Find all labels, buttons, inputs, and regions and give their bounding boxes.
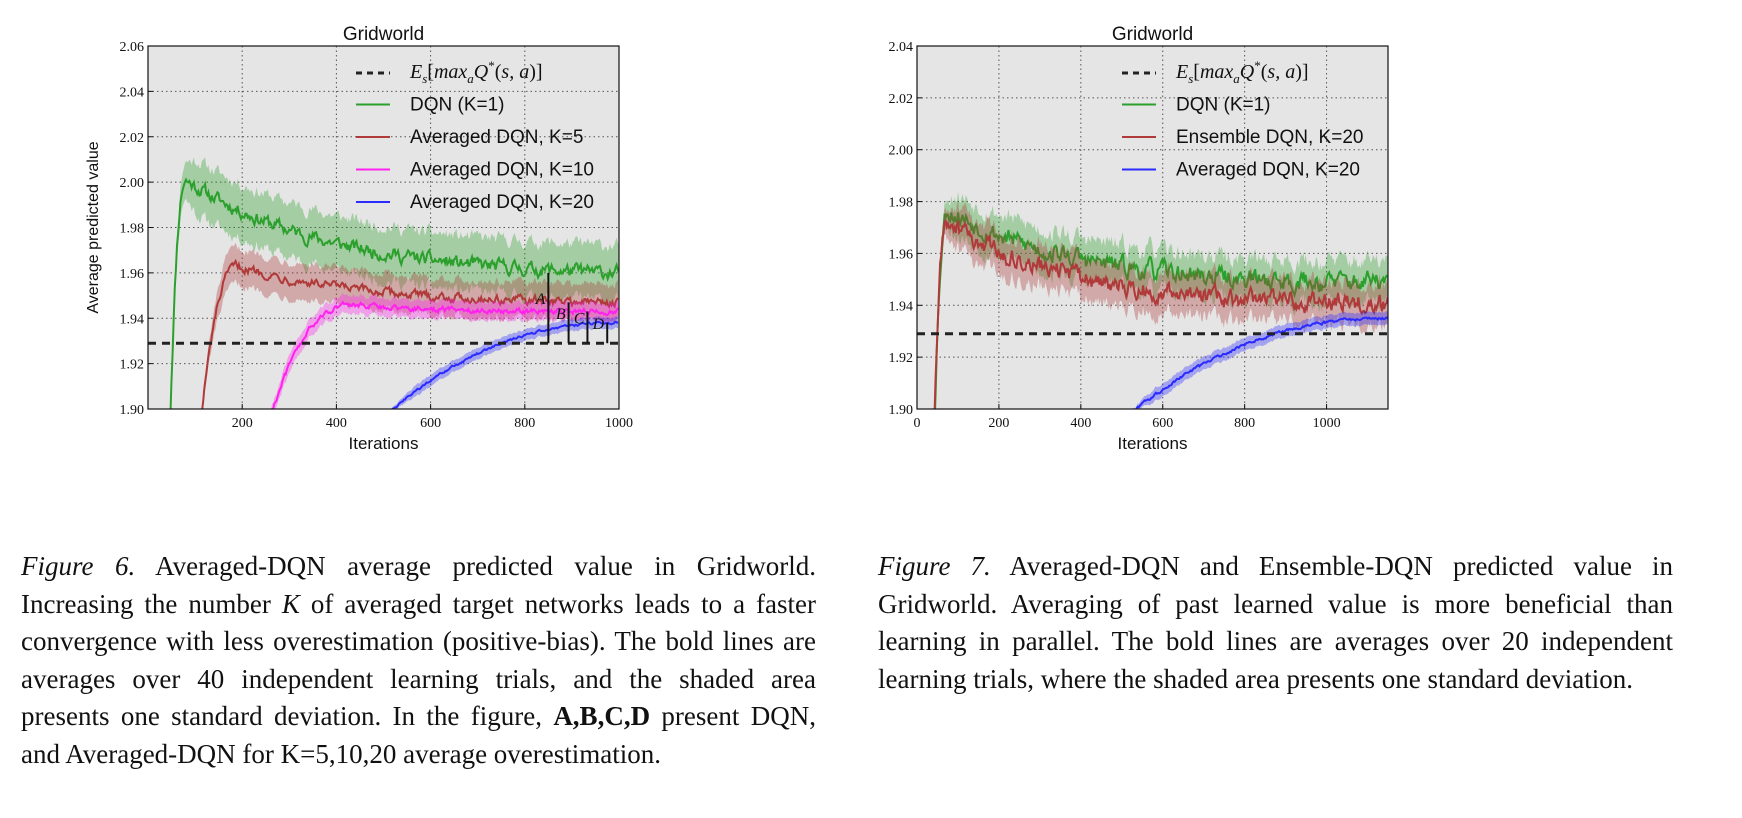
caption-6-part1: Averaged-DQN average predicted value in … — [21, 551, 816, 619]
caption-7-body: Averaged-DQN and Ensemble-DQN predicted … — [878, 551, 1674, 694]
figure-6-chart: A B C D 200 400 600 800 1000 1.90 1.92 1.94 1.96 1.98… — [0, 0, 871, 480]
legend-label: Averaged DQN, K=20 — [410, 192, 594, 213]
x-axis-label: Iterations — [349, 434, 419, 453]
series-line — [271, 300, 619, 409]
figure-6-label: Figure 6. — [21, 551, 136, 581]
legend-label: Averaged DQN, K=5 — [410, 127, 583, 148]
annotation-label: A — [535, 291, 546, 308]
caption-6-part2: of averaged target networks leads to a f… — [21, 588, 817, 732]
figure-6-caption: Figure 6. Averaged-DQN average predicted… — [21, 548, 816, 773]
c7-plot-bg — [917, 46, 1388, 409]
legend-label: DQN (K=1) — [1176, 95, 1271, 116]
chart-title: Gridworld — [1112, 24, 1193, 45]
x-tick-label: 800 — [1234, 416, 1255, 431]
y-tick-label: 1.96 — [889, 247, 914, 262]
y-tick-label: 1.92 — [120, 358, 145, 373]
series-line — [1132, 316, 1388, 409]
x-axis-label: Iterations — [1118, 434, 1188, 453]
y-tick-label: 2.04 — [120, 85, 145, 100]
x-tick-label: 400 — [1070, 416, 1091, 431]
annotation-label: B — [556, 306, 566, 323]
c7-legend: Es[maxaQ*(s, a)] DQN (K=1) Ensemble DQN, K… — [1122, 58, 1363, 181]
legend-label: Averaged DQN, K=20 — [1176, 160, 1360, 181]
y-tick-label: 2.04 — [889, 40, 914, 55]
legend-label: Ensemble DQN, K=20 — [1176, 127, 1363, 148]
legend-label-baseline: Es[maxaQ*(s, a)] — [1175, 58, 1309, 86]
y-tick-label: 2.00 — [120, 176, 145, 191]
y-tick-label: 1.98 — [889, 196, 914, 211]
y-tick-label: 2.06 — [120, 40, 145, 55]
y-tick-label: 2.00 — [889, 144, 914, 159]
caption-6-k: K — [281, 588, 300, 619]
c7-plot-area — [933, 191, 1388, 409]
chart-title: Gridworld — [343, 24, 424, 45]
y-tick-label: 1.92 — [889, 351, 914, 366]
legend-label: DQN (K=1) — [410, 95, 505, 116]
x-tick-label: 600 — [420, 416, 441, 431]
x-tick-label: 0 — [914, 416, 921, 431]
annotation-label: D — [592, 316, 605, 333]
x-tick-label: 800 — [514, 416, 535, 431]
y-tick-label: 1.98 — [120, 222, 145, 237]
annotation-label: C — [574, 310, 585, 327]
x-tick-label: 200 — [988, 416, 1009, 431]
series-line — [169, 177, 619, 409]
c6-grid — [148, 46, 619, 409]
y-axis-label: Average predicted value — [85, 141, 102, 313]
y-tick-label: 1.94 — [120, 312, 145, 327]
series-line — [934, 212, 1388, 409]
figure-7-label: Figure 7. — [878, 551, 991, 581]
y-tick-label: 1.96 — [120, 267, 145, 282]
x-tick-label: 200 — [232, 416, 253, 431]
series-band — [934, 200, 1388, 409]
series-band — [390, 316, 619, 409]
c6-legend: Es[maxaQ*(s, a)] DQN (K=1) Averaged DQN, K… — [356, 58, 594, 213]
series-band — [934, 191, 1388, 409]
series-band — [170, 156, 619, 409]
figure-7-chart: 0 200 400 600 800 1000 1.90 1.92 1.94 1.96 1.98 2.0… — [871, 0, 1742, 480]
x-tick-label: 1000 — [605, 416, 633, 431]
c7-frame — [916, 45, 1389, 410]
series-band — [201, 242, 618, 409]
x-tick-label: 600 — [1152, 416, 1173, 431]
c7-grid — [917, 46, 1388, 409]
y-tick-label: 2.02 — [889, 92, 914, 107]
y-tick-label: 1.90 — [120, 403, 145, 418]
caption-6-bold: A,B,C,D — [553, 701, 651, 731]
legend-label-baseline: Es[maxaQ*(s, a)] — [409, 58, 543, 86]
y-tick-label: 1.94 — [889, 299, 914, 314]
series-band — [1132, 311, 1388, 409]
chart-7-svg: 0 200 400 600 800 1000 1.90 1.92 1.94 1.96 1.98 2.0… — [889, 24, 1389, 453]
series-band — [271, 293, 619, 409]
x-tick-label: 400 — [326, 416, 347, 431]
series-line — [933, 219, 1388, 409]
y-tick-label: 2.02 — [120, 131, 145, 146]
figure-7-caption: Figure 7. Averaged-DQN and Ensemble-DQN … — [878, 548, 1673, 698]
y-tick-label: 1.90 — [889, 403, 914, 418]
chart-6-svg: AB C D 200 400 600 800 1000 1.90 1.92 1.94 1.96 1.98… — [85, 24, 633, 453]
x-tick-label: 1000 — [1313, 416, 1341, 431]
caption-6-part3: present DQN, and Averaged-DQN for K=5,10… — [21, 701, 816, 769]
legend-label: Averaged DQN, K=10 — [410, 160, 594, 181]
